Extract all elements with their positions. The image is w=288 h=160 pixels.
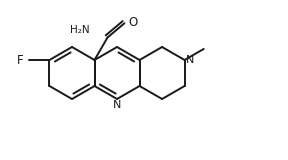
Text: N: N — [185, 55, 194, 65]
Text: H₂N: H₂N — [70, 25, 89, 35]
Text: N: N — [113, 100, 121, 110]
Text: F: F — [17, 53, 24, 67]
Text: O: O — [128, 16, 138, 29]
